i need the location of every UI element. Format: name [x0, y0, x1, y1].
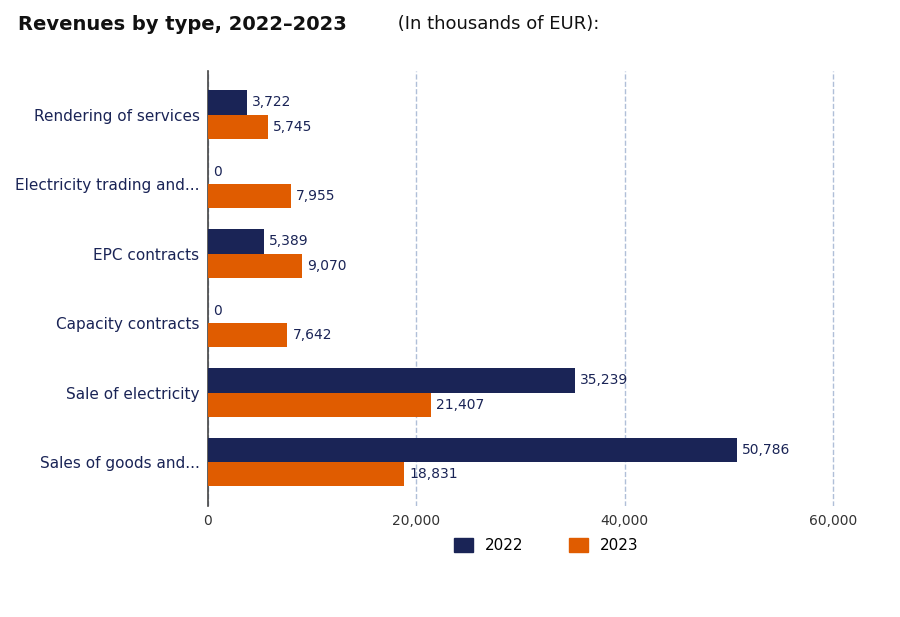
Text: (In thousands of EUR):: (In thousands of EUR):	[392, 15, 598, 33]
Text: 35,239: 35,239	[580, 373, 628, 387]
Text: 3,722: 3,722	[252, 96, 292, 109]
Bar	[208, 462, 404, 486]
Bar	[208, 368, 575, 392]
Text: 18,831: 18,831	[410, 467, 458, 481]
Bar	[208, 90, 247, 115]
Bar	[208, 392, 431, 417]
Bar	[208, 184, 291, 209]
Text: 5,745: 5,745	[273, 120, 312, 134]
Text: 21,407: 21,407	[436, 398, 484, 412]
Text: Revenues by type, 2022–2023: Revenues by type, 2022–2023	[18, 15, 346, 35]
Bar	[208, 230, 264, 254]
Bar	[208, 323, 287, 347]
Text: 5,389: 5,389	[269, 234, 309, 249]
Text: 7,955: 7,955	[296, 189, 336, 203]
Text: 0: 0	[213, 304, 221, 318]
Text: 50,786: 50,786	[742, 443, 790, 457]
Bar	[208, 115, 267, 139]
Legend: 2022, 2023: 2022, 2023	[448, 532, 644, 560]
Text: 9,070: 9,070	[308, 259, 347, 273]
Text: 7,642: 7,642	[292, 328, 332, 342]
Bar	[208, 254, 302, 278]
Bar	[208, 437, 737, 462]
Text: 0: 0	[213, 165, 221, 179]
